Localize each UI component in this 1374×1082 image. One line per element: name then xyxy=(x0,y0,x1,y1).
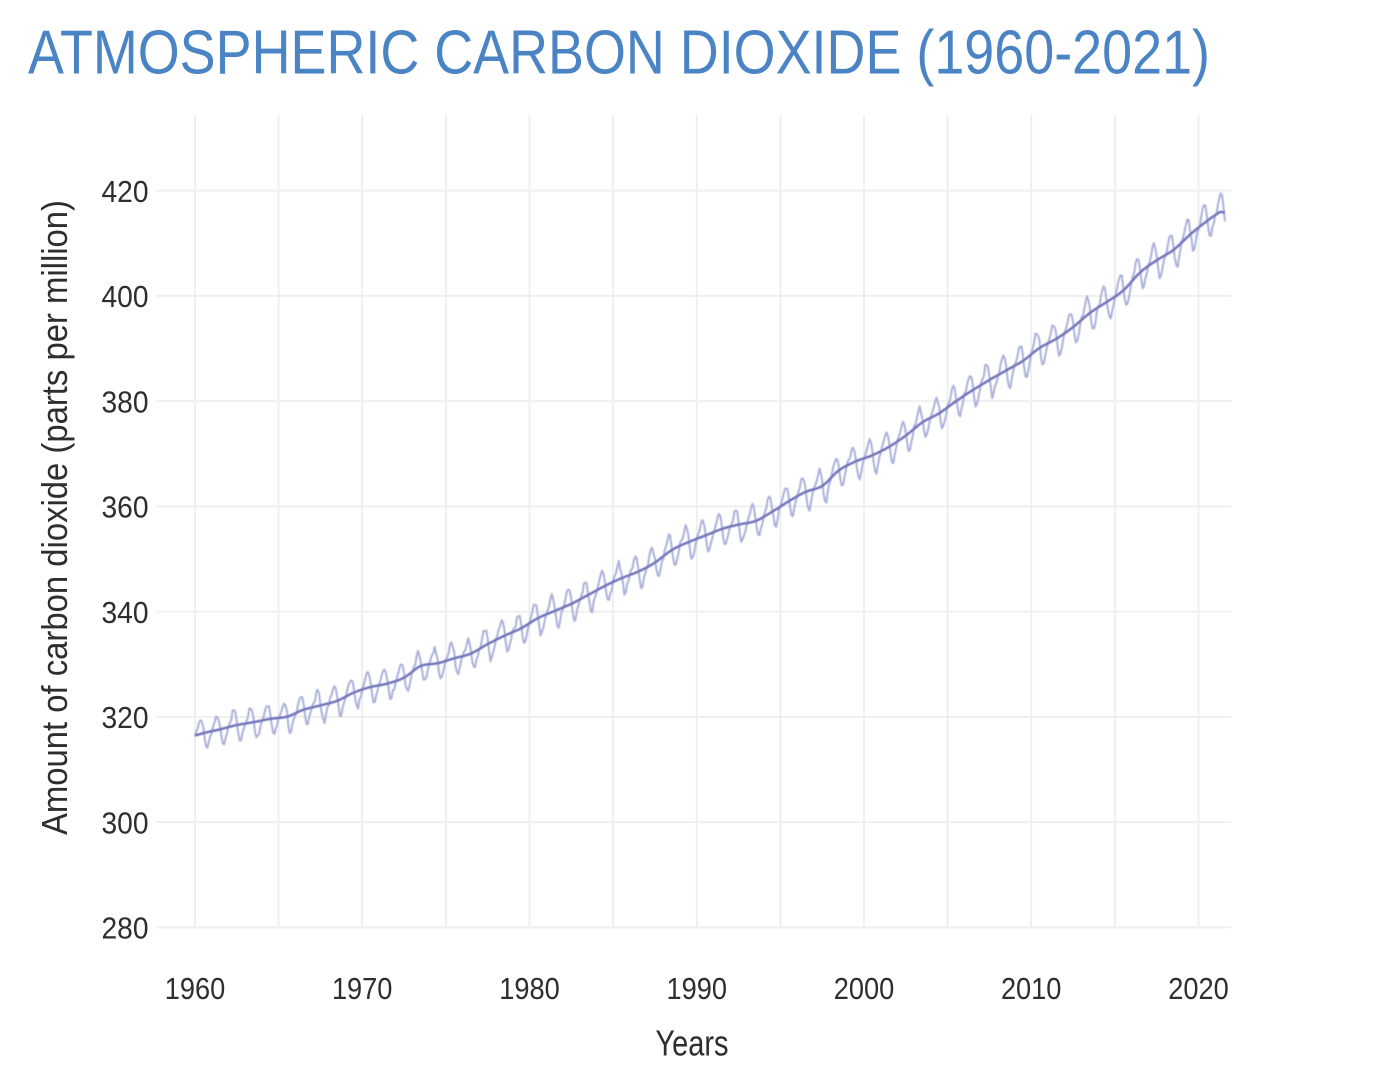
svg-text:340: 340 xyxy=(102,596,149,630)
svg-text:420: 420 xyxy=(102,175,149,209)
svg-text:ATMOSPHERIC CARBON DIOXIDE (19: ATMOSPHERIC CARBON DIOXIDE (1960-2021) xyxy=(28,18,1210,87)
svg-text:1970: 1970 xyxy=(332,972,393,1006)
svg-text:2000: 2000 xyxy=(834,972,895,1006)
svg-text:2020: 2020 xyxy=(1168,972,1229,1006)
svg-text:Years: Years xyxy=(656,1022,729,1063)
svg-text:360: 360 xyxy=(102,491,149,525)
svg-text:1980: 1980 xyxy=(499,972,560,1006)
svg-text:380: 380 xyxy=(102,385,149,419)
svg-text:300: 300 xyxy=(102,806,149,840)
svg-text:280: 280 xyxy=(102,912,149,946)
svg-text:Amount of carbon dioxide (part: Amount of carbon dioxide (parts per mill… xyxy=(34,200,75,835)
svg-text:1960: 1960 xyxy=(165,972,226,1006)
svg-text:2010: 2010 xyxy=(1001,972,1062,1006)
svg-text:400: 400 xyxy=(102,280,149,314)
svg-text:1990: 1990 xyxy=(667,972,728,1006)
svg-text:320: 320 xyxy=(102,701,149,735)
